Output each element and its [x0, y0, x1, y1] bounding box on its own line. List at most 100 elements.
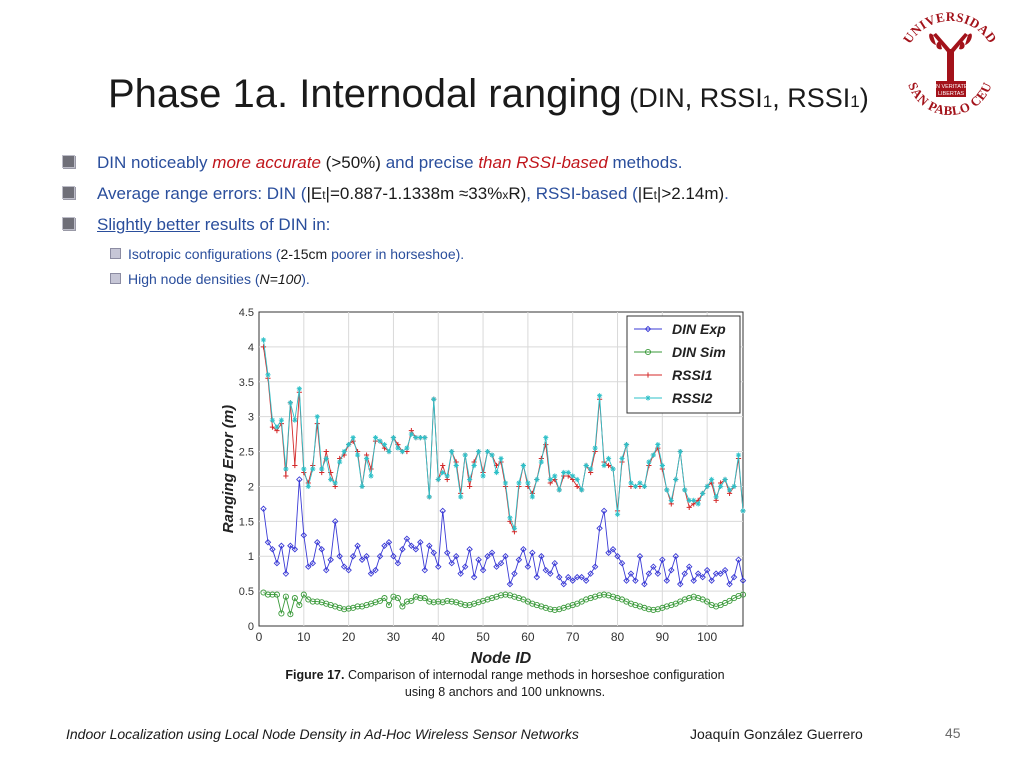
data-point-rssi2 [538, 459, 544, 465]
data-point-din-sim [448, 598, 455, 605]
data-point-din-exp [331, 518, 339, 525]
data-point-din-exp [372, 566, 379, 574]
figure-caption: Figure 17. Comparison of internodal rang… [270, 667, 740, 701]
data-point-din-exp [291, 546, 299, 553]
data-point-din-exp [269, 546, 276, 553]
data-point-rssi2 [453, 462, 459, 469]
data-point-din-exp [623, 577, 630, 584]
data-point-din-exp [614, 552, 621, 560]
legend-marker-rssi1 [645, 372, 651, 378]
data-point-rssi2 [588, 466, 594, 472]
b2-h: |E [637, 184, 654, 203]
data-point-din-exp [730, 573, 738, 581]
data-point-din-exp [659, 556, 666, 563]
data-point-rssi2 [619, 455, 625, 462]
data-point-din-exp [524, 563, 532, 570]
data-point-rssi2 [673, 476, 679, 483]
b2-i: t [653, 188, 657, 202]
data-point-din-exp [632, 577, 639, 584]
x-tick-label: 20 [342, 630, 356, 644]
data-point-din-exp [685, 563, 693, 570]
data-point-din-exp [663, 577, 671, 584]
data-point-rssi2 [507, 515, 513, 521]
data-point-rssi2 [709, 476, 715, 483]
data-point-din-exp [273, 559, 281, 567]
bullet-square-icon [62, 217, 75, 230]
data-point-din-exp [314, 539, 321, 546]
sub-bullet-square-icon [110, 273, 121, 284]
logo-motto-2: LIBERTAS [938, 91, 964, 97]
data-point-din-sim [547, 606, 554, 613]
data-point-rssi2 [475, 448, 482, 455]
b1-c: (>50%) [320, 153, 386, 172]
data-point-din-sim [426, 598, 433, 605]
chart-ticks: 0 0.5 1 1.5 2 2.5 3 3.5 4 4.5 0 10 20 30 40 50 60 70 80 90 1… [239, 307, 718, 644]
data-point-din-exp [475, 556, 482, 563]
data-point-din-exp [645, 570, 653, 577]
data-point-din-sim [417, 595, 424, 602]
data-point-din-exp [542, 566, 550, 574]
tree-icon [929, 33, 972, 81]
bullet-1: DIN noticeably more accurate (>50%) and … [60, 150, 1000, 181]
data-point-rssi2 [493, 469, 500, 476]
data-point-din-exp [412, 546, 420, 553]
data-point-din-sim [296, 602, 303, 609]
data-point-din-sim [354, 603, 361, 610]
data-point-din-exp [564, 573, 572, 581]
data-point-rssi2 [511, 525, 518, 531]
x-axis-label: Node ID [471, 650, 532, 667]
data-point-din-sim [376, 597, 384, 604]
data-point-din-exp [641, 580, 648, 588]
data-point-din-exp [452, 552, 460, 560]
data-point-din-exp [556, 573, 563, 581]
bullet-list: DIN noticeably more accurate (>50%) and … [60, 150, 1000, 293]
data-point-rssi2 [704, 483, 710, 490]
data-point-din-sim [551, 606, 558, 614]
data-point-rssi1 [269, 424, 276, 430]
data-point-din-exp [287, 542, 294, 549]
university-logo: UNIVERSIDAD SAN PABLO CEU IN VERITATE LI… [900, 9, 1000, 118]
data-point-rssi2 [623, 441, 630, 448]
data-point-rssi2 [265, 372, 271, 378]
chart-legend: DIN Exp DIN Sim RSSI1 RSSI2 [626, 315, 741, 414]
legend-marker-rssi2 [645, 395, 651, 401]
caption-label: Figure 17. [285, 668, 345, 682]
data-point-din-exp [408, 542, 415, 549]
b1-e: than RSSI-based [478, 153, 608, 172]
data-point-din-exp [443, 549, 451, 556]
series-din-exp [260, 476, 747, 588]
data-point-rssi2 [467, 476, 473, 483]
data-point-rssi1 [440, 462, 446, 469]
x-tick-label: 50 [476, 630, 490, 644]
data-point-din-exp [596, 525, 603, 532]
b3-b: results of DIN in: [200, 215, 331, 234]
data-point-din-exp [609, 546, 617, 553]
data-point-din-exp [708, 577, 715, 584]
data-point-din-exp [470, 573, 478, 581]
data-point-rssi2 [292, 417, 298, 423]
b2-d: |=0.887-1.1338m ≈33% [325, 184, 503, 203]
data-point-din-exp [681, 570, 688, 577]
data-point-rssi2 [435, 476, 441, 483]
data-point-rssi2 [399, 448, 406, 455]
data-point-rssi2 [570, 473, 576, 479]
data-point-rssi2 [686, 497, 692, 503]
y-tick-label: 2.5 [239, 447, 254, 459]
data-point-rssi2 [305, 483, 311, 490]
data-point-rssi2 [489, 452, 495, 458]
x-tick-label: 100 [697, 630, 717, 644]
data-point-din-exp [627, 570, 635, 577]
y-tick-label: 0.5 [239, 586, 254, 598]
data-point-din-sim [314, 598, 321, 605]
data-point-din-sim [345, 605, 352, 612]
data-point-din-exp [699, 573, 706, 581]
data-point-rssi2 [659, 462, 665, 469]
b1-d: and precise [385, 153, 479, 172]
data-point-rssi2 [337, 459, 343, 465]
legend-label-rssi2: RSSI2 [672, 390, 713, 406]
y-tick-label: 4.5 [239, 307, 254, 319]
data-point-rssi2 [552, 473, 558, 479]
data-point-rssi2 [260, 337, 267, 343]
data-point-rssi2 [641, 483, 648, 490]
data-point-din-exp [618, 559, 626, 567]
